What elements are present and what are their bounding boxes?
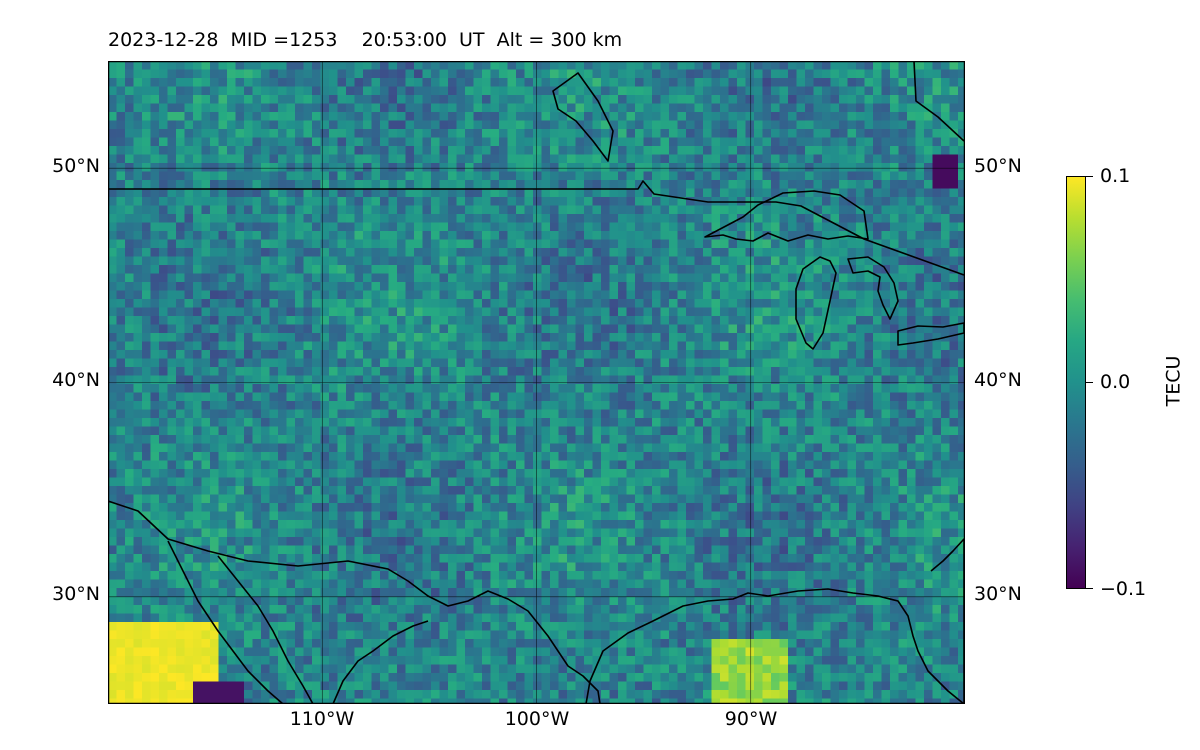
coastline-layer [108,61,965,704]
hudson-bay-coast [552,72,614,162]
lake-superior-outline [704,190,869,242]
lat-label-right-30: 30°N [974,583,1022,605]
lat-label-left-40: 40°N [52,369,100,391]
us-mexico-border [108,500,601,704]
colorbar-unit-label: TECU [1162,355,1185,407]
lon-label-90w: 90°W [724,708,778,730]
lat-label-right-50: 50°N [974,155,1022,177]
colorbar-label-zero: 0.0 [1100,371,1131,393]
mexico-east-coast [332,620,429,704]
tec-map [108,61,965,704]
colorbar-tick-bottom [1086,588,1093,589]
lat-label-left-50: 50°N [52,155,100,177]
lake-huron-outline [847,256,899,320]
colorbar-tick-top [1086,176,1093,177]
lon-label-100w: 100°W [504,708,570,730]
colorbar-tick-mid [1086,382,1093,383]
colorbar [1066,176,1086,589]
us-canada-border [108,180,965,276]
colorbar-label-min: −0.1 [1100,578,1147,600]
baja-california-coast [217,555,314,704]
map-frame [108,61,965,704]
atlantic-coast-ne [913,61,965,142]
colorbar-label-max: 0.1 [1100,165,1131,187]
map-title: 2023-12-28 MID =1253 20:53:00 UT Alt = 3… [108,29,623,51]
gulf-of-california-coast [167,540,284,704]
lat-label-left-30: 30°N [52,583,100,605]
tec-heatmap-layer [108,61,965,704]
lat-label-right-40: 40°N [974,369,1022,391]
lon-label-110w: 110°W [289,708,355,730]
tec-map-svg [108,61,965,704]
gulf-coast [585,588,965,704]
lake-michigan-outline [795,256,837,350]
